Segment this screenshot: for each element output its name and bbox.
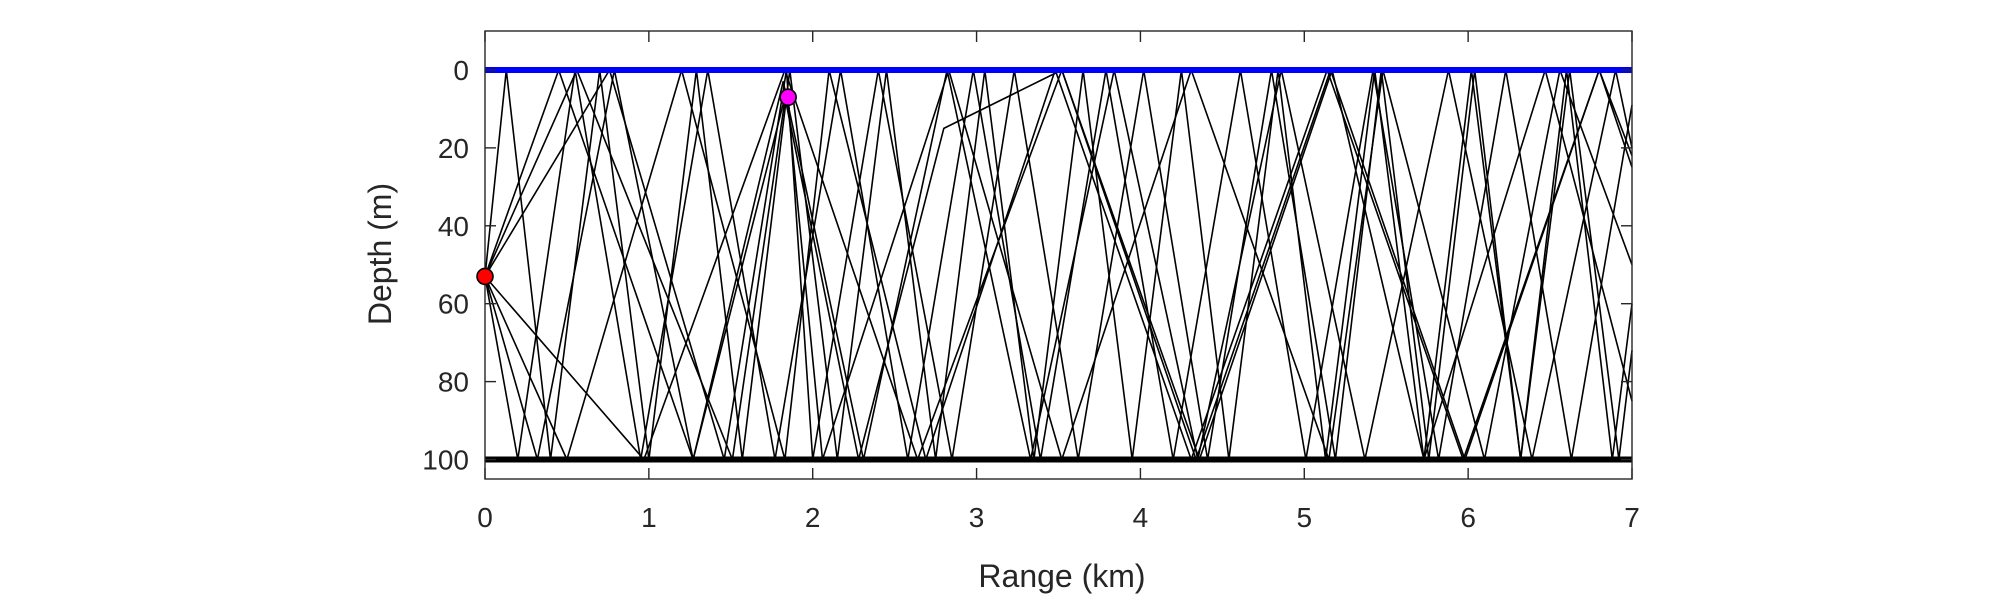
x-tick-label: 6 xyxy=(1460,502,1476,533)
receiver-marker xyxy=(779,88,797,107)
x-tick-label: 1 xyxy=(641,502,657,533)
ray-path-7 xyxy=(484,69,1633,461)
x-tick-label: 7 xyxy=(1624,502,1640,533)
y-tick-label: 40 xyxy=(438,211,469,242)
axes-box xyxy=(484,30,1633,480)
source-marker xyxy=(476,267,494,286)
y-axis-label: Depth (m) xyxy=(362,183,398,325)
x-axis-ticks: 0 1 2 3 4 5 6 7 xyxy=(477,31,1640,533)
y-tick-label: 100 xyxy=(422,445,469,476)
x-tick-label: 2 xyxy=(805,502,821,533)
x-tick-label: 0 xyxy=(477,502,493,533)
y-tick-label: 80 xyxy=(438,367,469,398)
y-tick-label: 0 xyxy=(453,55,469,86)
ray-path-8 xyxy=(484,69,1633,461)
y-axis-ticks: 0 20 40 60 80 100 xyxy=(422,55,1632,476)
x-axis-label: Range (km) xyxy=(978,558,1145,594)
y-tick-label: 60 xyxy=(438,289,469,320)
x-tick-label: 4 xyxy=(1133,502,1149,533)
x-tick-label: 5 xyxy=(1296,502,1312,533)
x-tick-label: 3 xyxy=(969,502,985,533)
ray-path-1 xyxy=(484,69,1633,461)
ray-paths xyxy=(484,69,1633,461)
y-tick-label: 20 xyxy=(438,133,469,164)
